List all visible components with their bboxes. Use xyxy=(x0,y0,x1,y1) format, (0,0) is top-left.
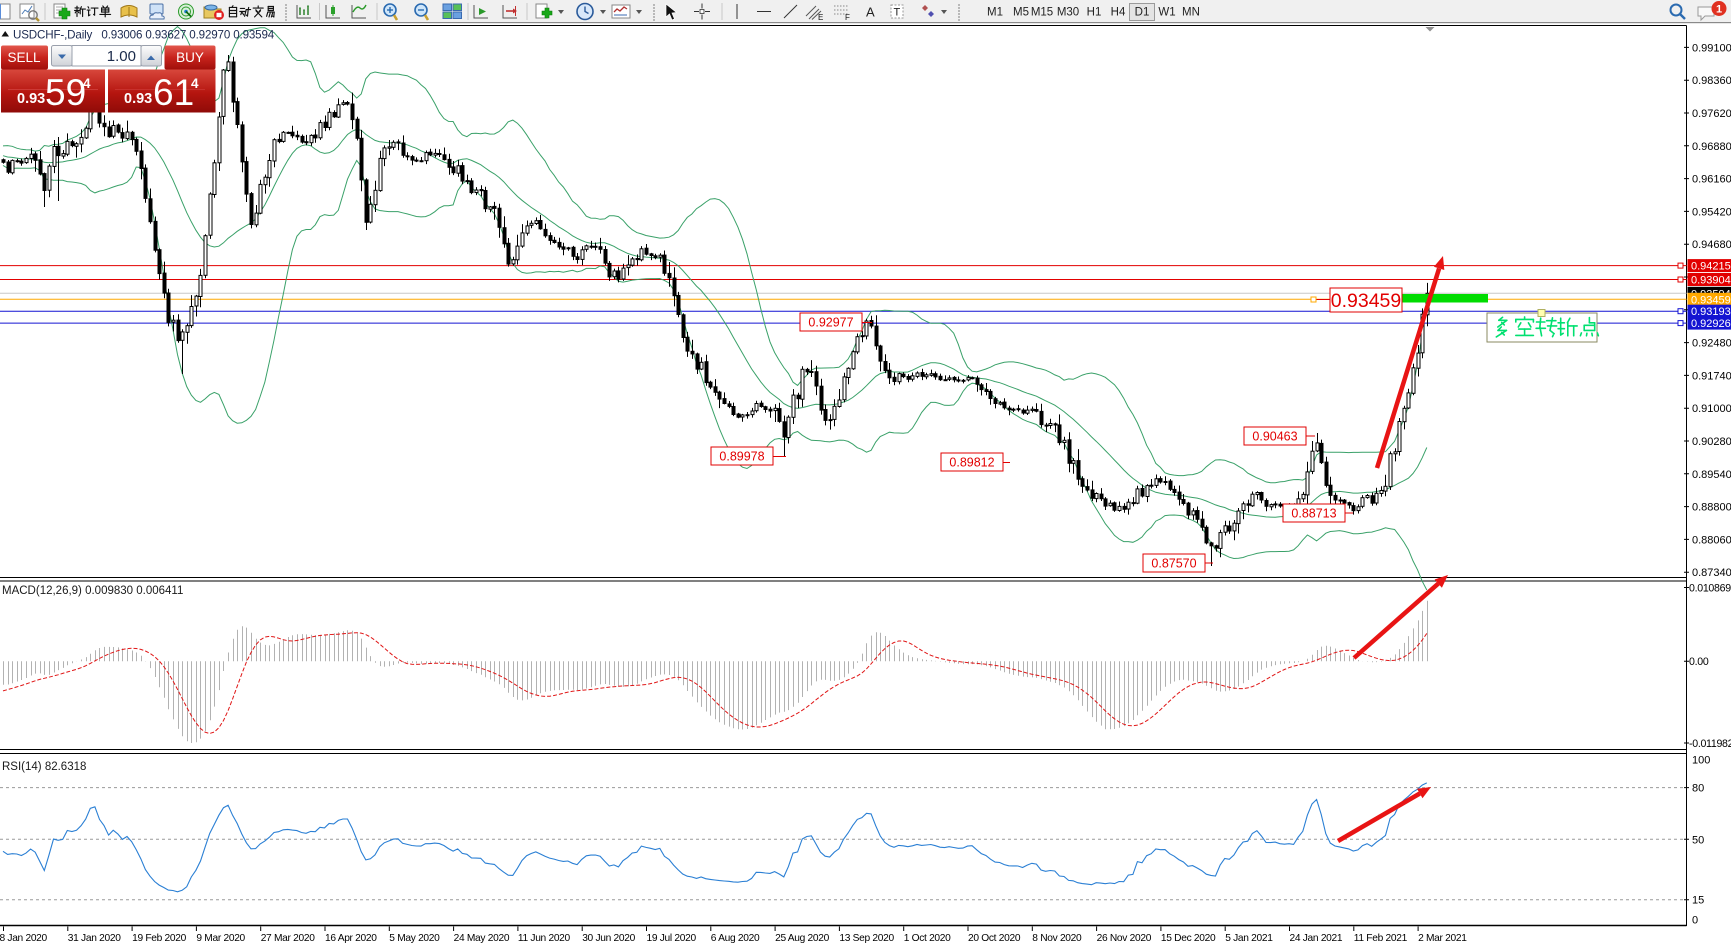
svg-text:W1: W1 xyxy=(1158,7,1175,19)
svg-text:-0.011982: -0.011982 xyxy=(1689,738,1731,750)
svg-text:0: 0 xyxy=(1692,915,1698,927)
svg-text:100: 100 xyxy=(1692,755,1710,767)
svg-text:0.89540: 0.89540 xyxy=(1692,469,1731,481)
svg-text:0.88800: 0.88800 xyxy=(1692,502,1731,514)
svg-text:25 Aug 2020: 25 Aug 2020 xyxy=(775,933,830,944)
svg-text:SELL: SELL xyxy=(7,50,41,65)
svg-text:13 Sep 2020: 13 Sep 2020 xyxy=(839,933,894,944)
svg-text:9 Mar 2020: 9 Mar 2020 xyxy=(196,933,245,944)
svg-text:0.88713: 0.88713 xyxy=(1291,506,1336,520)
svg-text:E: E xyxy=(818,13,823,22)
svg-text:D1: D1 xyxy=(1135,7,1150,19)
svg-text:F: F xyxy=(845,13,850,22)
svg-text:30 Jun 2020: 30 Jun 2020 xyxy=(582,933,635,944)
svg-text:8 Nov 2020: 8 Nov 2020 xyxy=(1032,933,1082,944)
svg-text:6 Aug 2020: 6 Aug 2020 xyxy=(711,933,760,944)
svg-text:0.97620: 0.97620 xyxy=(1692,108,1731,120)
svg-text:0.89812: 0.89812 xyxy=(949,455,994,469)
svg-text:0.91000: 0.91000 xyxy=(1692,403,1731,415)
svg-text:0.93193: 0.93193 xyxy=(1691,306,1731,318)
svg-text:0.93459: 0.93459 xyxy=(1331,290,1402,312)
svg-text:H1: H1 xyxy=(1087,7,1102,19)
svg-text:RSI(14) 82.6318: RSI(14) 82.6318 xyxy=(2,761,86,773)
svg-text:31 Jan 2020: 31 Jan 2020 xyxy=(68,933,121,944)
svg-text:59: 59 xyxy=(45,72,86,113)
svg-text:0.92926: 0.92926 xyxy=(1691,318,1731,330)
svg-text:H4: H4 xyxy=(1111,7,1126,19)
svg-text:50: 50 xyxy=(1692,834,1704,846)
svg-text:0.93: 0.93 xyxy=(124,91,152,107)
svg-text:11 Jun 2020: 11 Jun 2020 xyxy=(518,933,571,944)
svg-text:27 Mar 2020: 27 Mar 2020 xyxy=(261,933,316,944)
svg-text:26 Nov 2020: 26 Nov 2020 xyxy=(1097,933,1152,944)
svg-text:T: T xyxy=(894,7,901,19)
svg-text:0.87340: 0.87340 xyxy=(1692,567,1731,579)
svg-text:0.89978: 0.89978 xyxy=(719,449,764,463)
svg-text:MACD(12,26,9) 0.009830 0.00641: MACD(12,26,9) 0.009830 0.006411 xyxy=(2,585,183,597)
svg-text:MN: MN xyxy=(1182,7,1200,19)
svg-text:0.96880: 0.96880 xyxy=(1692,141,1731,153)
svg-text:0.95420: 0.95420 xyxy=(1692,206,1731,218)
svg-text:A: A xyxy=(866,5,875,20)
svg-text:0.90280: 0.90280 xyxy=(1692,436,1731,448)
svg-text:M30: M30 xyxy=(1057,7,1079,19)
svg-text:0.87570: 0.87570 xyxy=(1151,556,1196,570)
svg-text:1: 1 xyxy=(1716,4,1722,16)
svg-text:0.93459: 0.93459 xyxy=(1691,294,1731,306)
svg-text:0.91740: 0.91740 xyxy=(1692,370,1731,382)
svg-text:1.00: 1.00 xyxy=(107,48,136,65)
svg-text:5 Jan 2021: 5 Jan 2021 xyxy=(1225,933,1273,944)
svg-text:20 Oct 2020: 20 Oct 2020 xyxy=(968,933,1021,944)
svg-text:0.99100: 0.99100 xyxy=(1692,42,1731,54)
svg-text:4: 4 xyxy=(191,76,199,91)
svg-text:0.94215: 0.94215 xyxy=(1691,261,1731,273)
svg-text:0.96160: 0.96160 xyxy=(1692,174,1731,186)
svg-text:2 Mar 2021: 2 Mar 2021 xyxy=(1418,933,1467,944)
svg-text:80: 80 xyxy=(1692,783,1704,795)
svg-text:0.93904: 0.93904 xyxy=(1691,275,1731,287)
svg-text:0.92977: 0.92977 xyxy=(808,315,853,329)
svg-text:0.010869: 0.010869 xyxy=(1689,583,1731,595)
svg-text:0.98360: 0.98360 xyxy=(1692,75,1731,87)
svg-text:0.93: 0.93 xyxy=(17,91,45,107)
svg-text:24 Jan 2021: 24 Jan 2021 xyxy=(1290,933,1343,944)
svg-text:0.00: 0.00 xyxy=(1689,656,1709,668)
svg-text:4: 4 xyxy=(83,76,91,91)
svg-text:0.88060: 0.88060 xyxy=(1692,534,1731,546)
svg-text:16 Apr 2020: 16 Apr 2020 xyxy=(325,933,377,944)
svg-text:BUY: BUY xyxy=(176,50,204,65)
svg-text:19 Feb 2020: 19 Feb 2020 xyxy=(132,933,187,944)
svg-text:15 Dec 2020: 15 Dec 2020 xyxy=(1161,933,1216,944)
svg-text:1 Oct 2020: 1 Oct 2020 xyxy=(904,933,951,944)
svg-text:15: 15 xyxy=(1692,895,1704,907)
svg-text:USDCHF-,Daily 0.93006 0.9362: USDCHF-,Daily 0.93006 0.93627 0.92970 0.… xyxy=(13,29,275,42)
svg-text:0.94680: 0.94680 xyxy=(1692,239,1731,251)
svg-text:M1: M1 xyxy=(987,7,1003,19)
svg-text:0.90463: 0.90463 xyxy=(1252,429,1297,443)
svg-text:24 May 2020: 24 May 2020 xyxy=(454,933,510,944)
svg-text:M5: M5 xyxy=(1013,7,1029,19)
svg-text:19 Jul 2020: 19 Jul 2020 xyxy=(647,933,697,944)
svg-text:11 Feb 2021: 11 Feb 2021 xyxy=(1354,933,1408,944)
svg-text:5 May 2020: 5 May 2020 xyxy=(389,933,440,944)
svg-text:61: 61 xyxy=(153,72,194,113)
svg-text:8 Jan 2020: 8 Jan 2020 xyxy=(0,933,48,944)
svg-text:0.92480: 0.92480 xyxy=(1692,338,1731,350)
svg-text:M15: M15 xyxy=(1031,7,1053,19)
